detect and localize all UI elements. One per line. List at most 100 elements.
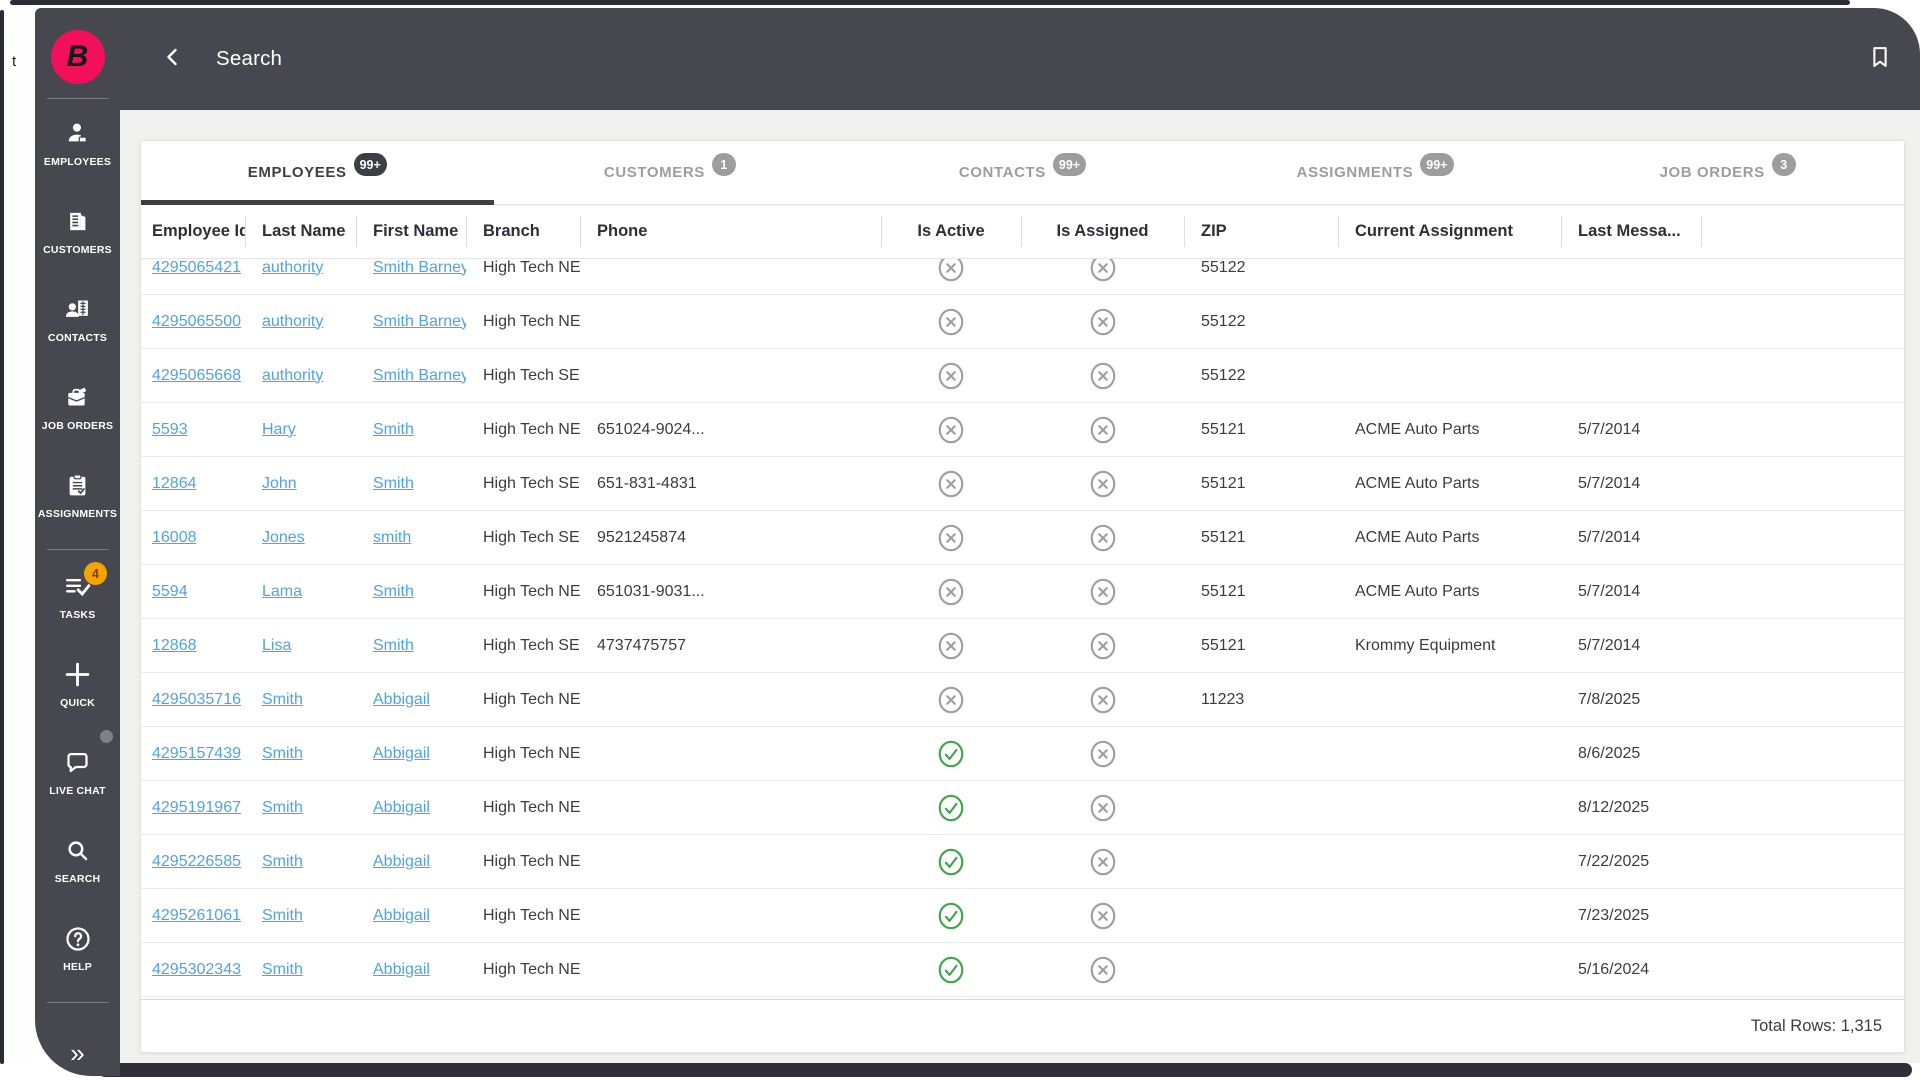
cell-is-assigned <box>1021 727 1184 780</box>
tabs-bar: EMPLOYEES 99+ CUSTOMERS 1 CONTACTS 99+ ASSIGNM… <box>141 141 1904 205</box>
x-circle-icon <box>1088 415 1118 445</box>
last-name-link[interactable]: Smith <box>262 798 303 816</box>
first-name-link[interactable]: Abbigail <box>373 690 430 708</box>
last-name-link[interactable]: Smith <box>262 744 303 762</box>
cell-first-name: Abbigail <box>356 673 466 726</box>
last-name-link[interactable]: Hary <box>262 420 296 438</box>
tab-job-orders[interactable]: JOB ORDERS 3 <box>1551 141 1904 204</box>
employees-person-icon <box>64 119 91 149</box>
sidebar-item-quick[interactable]: QUICK <box>35 640 120 728</box>
last-name-link[interactable]: Smith <box>262 906 303 924</box>
last-name-link[interactable]: Lama <box>262 582 303 600</box>
sidebar-item-contacts[interactable]: CONTACTS <box>35 275 120 363</box>
last-name-link[interactable]: John <box>262 474 297 492</box>
employee-id-link[interactable]: 4295065500 <box>152 312 241 330</box>
first-name-link[interactable]: Abbigail <box>373 906 430 924</box>
employee-id-link[interactable]: 4295191967 <box>152 798 241 816</box>
last-name-link[interactable]: authority <box>262 366 324 384</box>
sidebar-item-assignments[interactable]: ASSIGNMENTS <box>35 451 120 539</box>
assignments-clipboard-icon <box>64 471 91 501</box>
sidebar-item-help[interactable]: HELP <box>35 904 120 992</box>
employee-id-link[interactable]: 5594 <box>152 582 188 600</box>
employee-id-link[interactable]: 12868 <box>152 636 197 654</box>
first-name-link[interactable]: Abbigail <box>373 798 430 816</box>
app-logo[interactable]: B <box>50 30 105 84</box>
employee-id-link[interactable]: 4295302343 <box>152 960 241 978</box>
cell-filler <box>1701 673 1904 726</box>
first-name-link[interactable]: Smith Barney <box>373 259 466 276</box>
first-name-link[interactable]: Smith <box>373 420 414 438</box>
back-button[interactable] <box>158 44 188 74</box>
cell-id: 4295065500 <box>141 295 245 348</box>
tab-assignments[interactable]: ASSIGNMENTS 99+ <box>1199 141 1552 204</box>
cell-filler <box>1701 565 1904 618</box>
sidebar-item-employees[interactable]: EMPLOYEES <box>35 99 120 187</box>
cell-zip: 55121 <box>1201 582 1246 600</box>
x-circle-icon <box>1088 577 1118 607</box>
first-name-link[interactable]: Smith <box>373 582 414 600</box>
column-header-id[interactable]: Employee Id <box>152 222 245 240</box>
first-name-link[interactable]: smith <box>373 528 412 546</box>
employee-id-link[interactable]: 4295261061 <box>152 906 241 924</box>
cell-last-message <box>1561 349 1701 402</box>
employee-id-link[interactable]: 4295065421 <box>152 259 241 276</box>
sidebar-item-search[interactable]: SEARCH <box>35 816 120 904</box>
column-header-zip[interactable]: ZIP <box>1184 205 1338 258</box>
cell-is-assigned <box>1021 781 1184 834</box>
last-name-link[interactable]: Smith <box>262 960 303 978</box>
first-name-link[interactable]: Smith Barney <box>373 366 466 384</box>
column-header-first-name[interactable]: First Name <box>356 205 466 258</box>
last-name-link[interactable]: Smith <box>262 852 303 870</box>
employee-id-link[interactable]: 16008 <box>152 528 197 546</box>
last-name-link[interactable]: authority <box>262 259 324 276</box>
first-name-link[interactable]: Smith <box>373 474 414 492</box>
first-name-link[interactable]: Abbigail <box>373 852 430 870</box>
tab-customers[interactable]: CUSTOMERS 1 <box>494 141 847 204</box>
sidebar-item-job-orders[interactable]: JOB ORDERS <box>35 363 120 451</box>
last-name-link[interactable]: Smith <box>262 690 303 708</box>
sidebar-item-live-chat[interactable]: LIVE CHAT <box>35 728 120 816</box>
employee-id-link[interactable]: 4295065668 <box>152 366 241 384</box>
column-header-current-assignment[interactable]: Current Assignment <box>1338 205 1561 258</box>
bookmark-button[interactable] <box>1864 43 1896 75</box>
tab-count-badge: 1 <box>711 153 736 176</box>
column-header-is-active[interactable]: Is Active <box>881 205 1021 258</box>
table-row: 12868 Lisa Smith High Tech SE 4737475757 5512… <box>141 619 1904 673</box>
sidebar-item-customers[interactable]: CUSTOMERS <box>35 187 120 275</box>
column-header-branch[interactable]: Branch <box>466 205 580 258</box>
employee-id-link[interactable]: 4295035716 <box>152 690 241 708</box>
tab-employees[interactable]: EMPLOYEES 99+ <box>141 141 494 205</box>
last-name-link[interactable]: Jones <box>262 528 305 546</box>
first-name-link[interactable]: Abbigail <box>373 960 430 978</box>
last-name-link[interactable]: Lisa <box>262 636 292 654</box>
cell-current-assignment <box>1338 727 1561 780</box>
column-header-last-message[interactable]: Last Messa... <box>1561 205 1701 258</box>
cell-is-assigned <box>1021 403 1184 456</box>
employee-id-link[interactable]: 4295157439 <box>152 744 241 762</box>
first-name-link[interactable]: Smith Barney <box>373 312 466 330</box>
tab-contacts[interactable]: CONTACTS 99+ <box>846 141 1199 204</box>
cell-current-assignment <box>1338 673 1561 726</box>
column-header-last-name[interactable]: Last Name <box>245 205 356 258</box>
table-row: 4295226585 Smith Abbigail High Tech NE 7/22/… <box>141 835 1904 889</box>
cell-last-message <box>1561 295 1701 348</box>
cell-last-name: Smith <box>245 889 356 942</box>
table-row: 5593 Hary Smith High Tech NE 651024-9024... 5… <box>141 403 1904 457</box>
cell-filler <box>1701 727 1904 780</box>
cell-id: 16008 <box>141 511 245 564</box>
employee-id-link[interactable]: 4295226585 <box>152 852 241 870</box>
employee-id-link[interactable]: 5593 <box>152 420 188 438</box>
employee-id-link[interactable]: 12864 <box>152 474 197 492</box>
last-name-link[interactable]: authority <box>262 312 324 330</box>
cell-last-message: 8/6/2025 <box>1578 744 1641 762</box>
cell-is-assigned <box>1021 457 1184 510</box>
first-name-link[interactable]: Abbigail <box>373 744 430 762</box>
column-header-phone[interactable]: Phone <box>580 205 881 258</box>
column-header-is-assigned[interactable]: Is Assigned <box>1021 205 1184 258</box>
first-name-link[interactable]: Smith <box>373 636 414 654</box>
cell-last-message: 7/23/2025 <box>1578 906 1650 924</box>
column-header-filler <box>1701 205 1904 258</box>
sidebar-collapse-button[interactable]: » <box>60 1036 94 1070</box>
cell-phone: 651031-9031... <box>597 582 705 600</box>
sidebar-item-tasks[interactable]: TASKS 4 <box>35 552 120 640</box>
